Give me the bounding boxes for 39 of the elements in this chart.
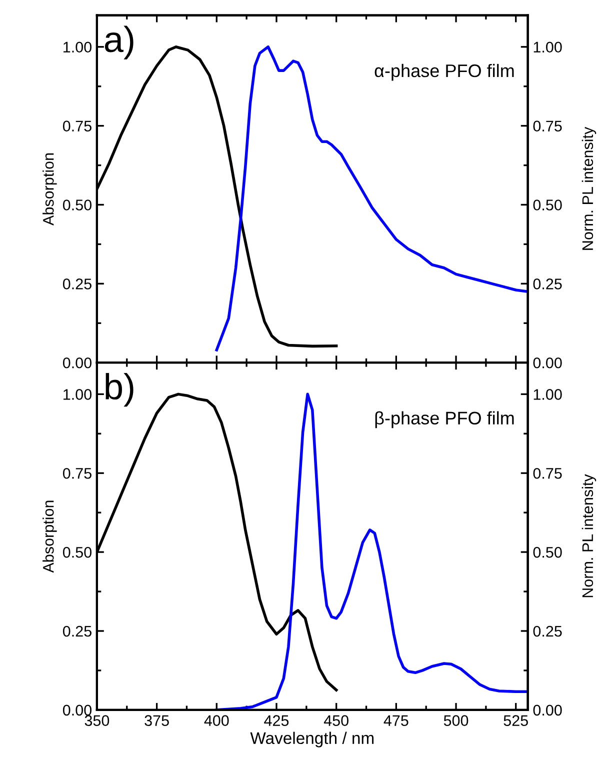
y2-tick-label: 0.50 <box>533 546 562 558</box>
y2-tick-label: 1.00 <box>534 389 562 400</box>
y-tick-label: 0.75 <box>62 468 92 479</box>
y2-tick-label: 0.75 <box>533 468 562 479</box>
x-axis-title: Wavelength / nm <box>250 732 374 748</box>
y-tick-label: 0.50 <box>62 200 92 210</box>
annotation: α-phase PFO film <box>374 64 514 81</box>
y-axis-title: Absorption <box>42 500 57 573</box>
y-tick-label: 0.50 <box>62 546 92 558</box>
line-series <box>215 392 528 710</box>
y2-axis-title: Norm. PL intensity <box>582 474 596 598</box>
x-tick-label: 525 <box>504 715 528 726</box>
annotation: a) <box>104 26 134 60</box>
x-tick-label: 475 <box>384 715 408 726</box>
y2-tick-label: 0.25 <box>533 278 562 290</box>
line-series <box>215 45 528 352</box>
y-tick-label: 0.25 <box>62 278 92 290</box>
y-tick-label: 1.00 <box>64 389 92 400</box>
y-tick-label: 0.75 <box>62 120 92 132</box>
y2-tick-label: 0.25 <box>533 626 562 637</box>
x-tick-label: 375 <box>144 715 169 726</box>
x-tick-label: 450 <box>324 715 348 726</box>
y2-tick-label: 0.00 <box>533 704 562 716</box>
x-tick-label: 350 <box>84 715 110 726</box>
y2-tick-label: 1.00 <box>534 42 562 53</box>
annotation: b) <box>106 373 134 407</box>
y2-tick-label: 0.50 <box>533 200 562 210</box>
y2-axis-title: Norm. PL intensity <box>582 126 596 250</box>
x-tick-label: 400 <box>204 715 229 726</box>
annotation: β-phase PFO film <box>375 411 514 428</box>
x-tick-label: 425 <box>264 715 289 726</box>
x-tick-label: 500 <box>444 715 468 726</box>
y-tick-label: 0.00 <box>62 357 92 368</box>
y-tick-label: 0.00 <box>62 704 92 716</box>
y-tick-label: 0.25 <box>62 626 92 637</box>
y-tick-label: 1.00 <box>64 42 92 53</box>
y2-tick-label: 0.00 <box>533 357 562 368</box>
y2-tick-label: 0.75 <box>533 120 562 132</box>
y-axis-title: Absorption <box>42 153 57 226</box>
